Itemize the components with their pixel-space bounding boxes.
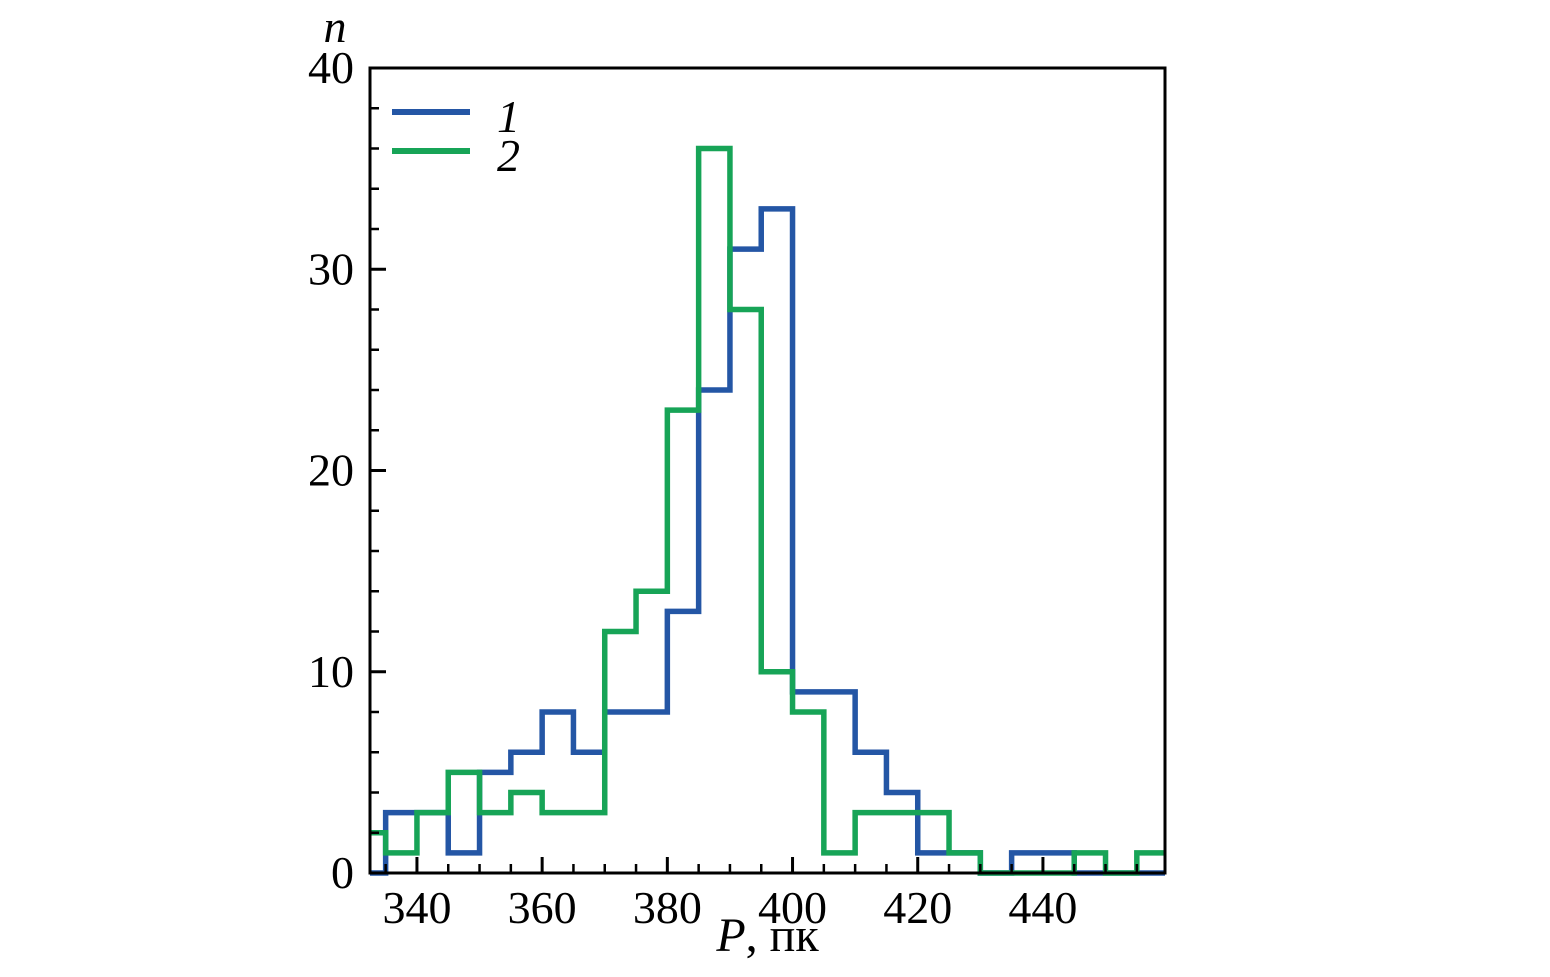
x-axis-title-units: , пк (745, 909, 819, 962)
y-axis-title: n (323, 1, 347, 52)
y-tick-label: 40 (308, 42, 354, 93)
y-tick-label: 10 (308, 646, 354, 697)
x-tick-label: 420 (883, 882, 952, 933)
x-tick-label: 380 (633, 882, 702, 933)
series-2-step-line (370, 145, 1165, 876)
y-tick-label: 20 (308, 445, 354, 496)
legend (392, 109, 470, 154)
x-tick-label: 340 (382, 882, 451, 933)
x-axis-title: P, пк (370, 908, 1165, 963)
x-tick-label: 400 (758, 882, 827, 933)
x-tick-label: 440 (1008, 882, 1077, 933)
legend-label-series-1: 1 (497, 91, 520, 142)
x-axis-title-symbol: P (716, 909, 746, 962)
legend-label-series-2: 2 (497, 130, 520, 181)
plot-frame (368, 66, 1167, 875)
series-group (370, 145, 1165, 876)
axes-ticks (370, 66, 1139, 875)
axes-tick-labels: 340 360 380 400 420 440 0 10 20 30 40 (308, 42, 1077, 933)
y-tick-label: 0 (331, 847, 354, 898)
x-tick-label: 360 (508, 882, 577, 933)
y-tick-label: 30 (308, 243, 354, 294)
